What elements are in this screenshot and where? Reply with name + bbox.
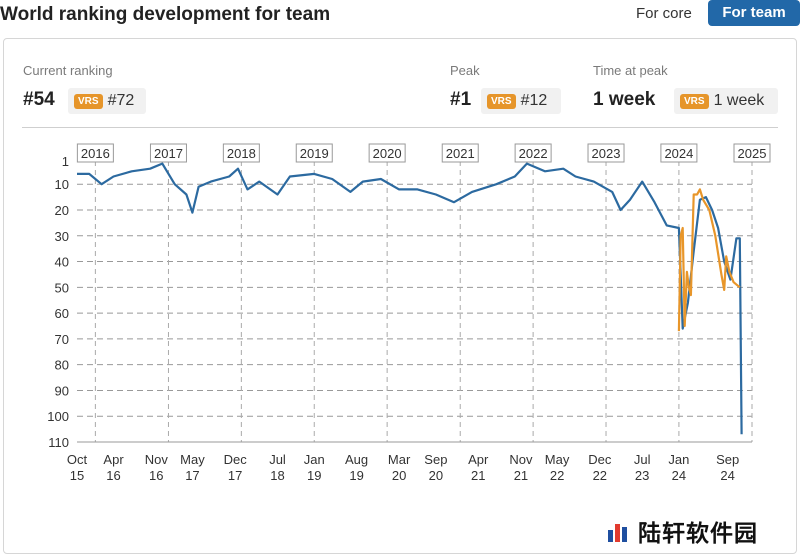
x-tick-label: 17 bbox=[185, 468, 199, 483]
vrs-badge: VRS bbox=[487, 93, 516, 109]
time-at-peak-value: 1 week bbox=[593, 89, 656, 110]
year-marker-box bbox=[733, 143, 771, 163]
for-core-toggle[interactable]: For core bbox=[636, 5, 692, 22]
watermark-text: 陆轩软件园 bbox=[638, 520, 758, 546]
x-tick-label: Jan bbox=[668, 452, 689, 467]
year-marker-box bbox=[295, 143, 333, 163]
x-tick-label: 18 bbox=[270, 468, 284, 483]
year-marker-label: 2022 bbox=[519, 146, 548, 161]
y-tick-label: 20 bbox=[55, 203, 69, 218]
x-tick-label: 20 bbox=[429, 468, 443, 483]
year-marker-label: 2021 bbox=[446, 146, 475, 161]
peak-value: #1 bbox=[450, 89, 472, 110]
x-tick-label: Sep bbox=[424, 452, 447, 467]
year-marker-box bbox=[149, 143, 187, 163]
x-tick-label: Dec bbox=[224, 452, 248, 467]
for-team-toggle[interactable]: For team bbox=[708, 0, 800, 26]
time-at-peak-label: Time at peak bbox=[593, 63, 668, 78]
year-marker-box bbox=[587, 143, 625, 163]
x-tick-label: Mar bbox=[388, 452, 411, 467]
current-ranking-label: Current ranking bbox=[23, 63, 113, 78]
year-marker-box bbox=[441, 143, 479, 163]
year-marker-label: 2023 bbox=[592, 146, 621, 161]
year-marker-box bbox=[368, 143, 406, 163]
x-tick-label: Apr bbox=[468, 452, 489, 467]
year-marker-label: 2016 bbox=[81, 146, 110, 161]
x-tick-label: May bbox=[545, 452, 570, 467]
x-tick-label: 24 bbox=[720, 468, 734, 483]
year-marker-box bbox=[76, 143, 114, 163]
x-tick-label: 16 bbox=[149, 468, 163, 483]
year-marker-box bbox=[514, 143, 552, 163]
x-tick-label: Oct bbox=[67, 452, 88, 467]
year-marker-label: 2018 bbox=[227, 146, 256, 161]
stats-divider bbox=[22, 127, 778, 128]
x-tick-label: 19 bbox=[307, 468, 321, 483]
x-tick-label: 21 bbox=[471, 468, 485, 483]
y-tick-label: 90 bbox=[55, 383, 69, 398]
peak-vrs-chip: VRS #12 bbox=[481, 88, 561, 114]
x-tick-label: 15 bbox=[70, 468, 84, 483]
x-tick-label: 17 bbox=[228, 468, 242, 483]
time-at-peak-vrs-chip: VRS 1 week bbox=[674, 88, 778, 114]
current-vrs-chip: VRS #72 bbox=[68, 88, 146, 114]
vrs-ranking-line bbox=[677, 188, 741, 332]
current-ranking-value: #54 bbox=[23, 89, 55, 110]
year-marker-label: 2017 bbox=[154, 146, 183, 161]
watermark: 陆轩软件园 bbox=[606, 514, 758, 548]
current-vrs-value: #72 bbox=[107, 92, 135, 109]
year-marker-box bbox=[660, 143, 698, 163]
x-tick-label: Aug bbox=[345, 452, 368, 467]
x-tick-label: 22 bbox=[593, 468, 607, 483]
x-tick-label: 23 bbox=[635, 468, 649, 483]
year-marker-box bbox=[222, 143, 260, 163]
x-tick-label: Jul bbox=[269, 452, 286, 467]
year-marker-label: 2025 bbox=[738, 146, 767, 161]
y-tick-label: 1 bbox=[62, 154, 69, 169]
bar-logo-icon bbox=[608, 524, 627, 542]
x-tick-label: Nov bbox=[509, 452, 533, 467]
y-tick-label: 100 bbox=[47, 409, 69, 424]
y-tick-label: 40 bbox=[55, 255, 69, 270]
x-tick-label: 22 bbox=[550, 468, 564, 483]
page-title: World ranking development for team bbox=[0, 4, 331, 25]
ranking-card bbox=[3, 38, 797, 554]
y-tick-label: 110 bbox=[48, 435, 69, 450]
x-tick-label: 20 bbox=[392, 468, 406, 483]
time-at-peak-vrs-value: 1 week bbox=[713, 92, 765, 109]
peak-label: Peak bbox=[450, 63, 480, 78]
y-tick-label: 50 bbox=[55, 280, 69, 295]
x-tick-label: Apr bbox=[103, 452, 124, 467]
y-tick-label: 80 bbox=[55, 358, 69, 373]
vrs-badge: VRS bbox=[74, 93, 103, 109]
x-tick-label: 21 bbox=[514, 468, 528, 483]
x-tick-label: 16 bbox=[106, 468, 120, 483]
x-tick-label: 19 bbox=[349, 468, 363, 483]
x-tick-label: 24 bbox=[672, 468, 686, 483]
y-tick-label: 70 bbox=[55, 332, 69, 347]
x-tick-label: Dec bbox=[588, 452, 612, 467]
peak-vrs-value: #12 bbox=[520, 92, 548, 109]
x-tick-label: Jan bbox=[304, 452, 325, 467]
year-marker-label: 2024 bbox=[664, 146, 693, 161]
y-tick-label: 30 bbox=[55, 229, 69, 244]
y-tick-label: 10 bbox=[55, 177, 69, 192]
year-marker-label: 2019 bbox=[300, 146, 329, 161]
y-tick-label: 60 bbox=[55, 306, 69, 321]
x-tick-label: Sep bbox=[716, 452, 739, 467]
x-tick-label: Nov bbox=[145, 452, 169, 467]
x-tick-label: Jul bbox=[634, 452, 651, 467]
hltv-ranking-line bbox=[77, 162, 743, 435]
vrs-badge: VRS bbox=[680, 93, 709, 109]
year-marker-label: 2020 bbox=[373, 146, 402, 161]
x-tick-label: May bbox=[180, 452, 205, 467]
